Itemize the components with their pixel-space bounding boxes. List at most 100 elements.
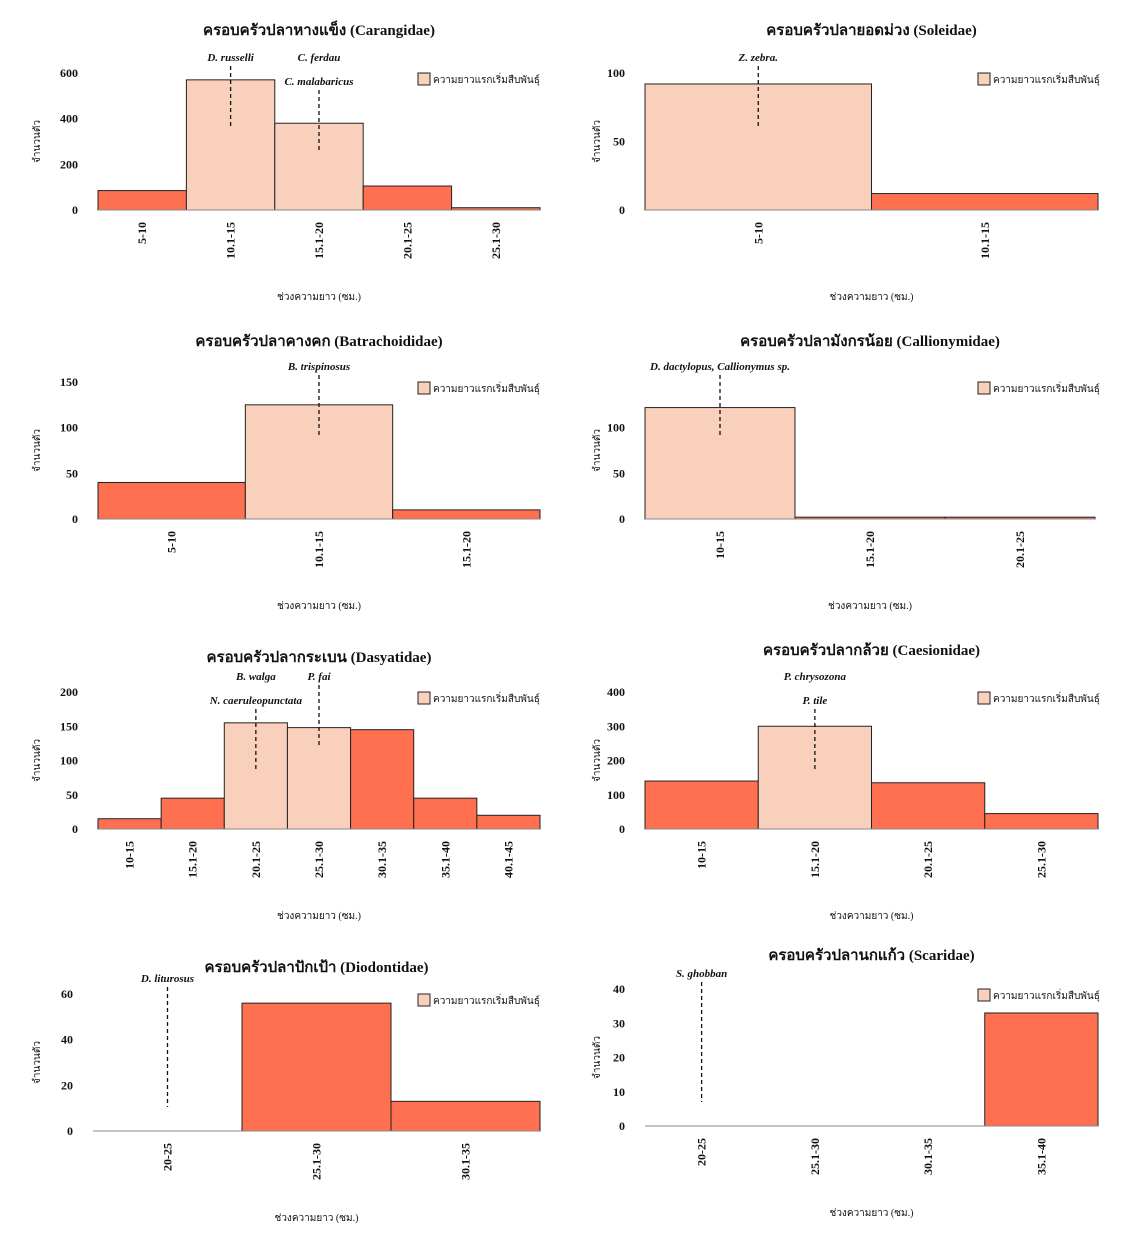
chart-title: ครอบครัวปลาหางแข็ง (Carangidae) xyxy=(203,20,435,39)
legend-swatch xyxy=(417,72,431,86)
bar xyxy=(871,782,986,830)
x-tick-label: 20.1-25 xyxy=(1013,531,1027,568)
y-tick-label: 0 xyxy=(619,822,625,836)
x-axis-label: ช่วงความยาว (ซม.) xyxy=(830,292,914,303)
legend-swatch xyxy=(977,72,991,86)
x-tick-label: 25.1-30 xyxy=(312,841,326,878)
y-tick-label: 100 xyxy=(607,66,625,80)
x-tick-label: 5-10 xyxy=(135,222,149,244)
annotation: Z. zebra. xyxy=(738,52,778,64)
annotation: D. liturosus xyxy=(140,973,194,985)
legend-label: ความยาวแรกเริ่มสืบพันธุ์ xyxy=(993,72,1100,86)
y-tick-label: 200 xyxy=(60,157,78,171)
y-tick-label: 400 xyxy=(607,685,625,699)
chart-title: ครอบครัวปลายอดม่วง (Soleidae) xyxy=(766,22,977,39)
x-axis-label: ช่วงความยาว (ซม.) xyxy=(275,1213,359,1224)
annotation: D. russelli xyxy=(206,52,254,64)
x-tick-label: 10.1-15 xyxy=(224,222,238,259)
y-tick-label: 40 xyxy=(613,982,625,996)
x-tick-label: 30.1-35 xyxy=(921,1138,935,1175)
x-tick-label: 15.1-20 xyxy=(808,841,822,878)
chart-title: ครอบครัวปลามังกรน้อย (Callionymidae) xyxy=(740,333,1000,350)
y-tick-label: 0 xyxy=(619,1119,625,1133)
x-tick-label: 10-15 xyxy=(713,531,727,559)
legend-label: ความยาวแรกเริ่มสืบพันธุ์ xyxy=(433,72,540,86)
x-tick-label: 20-25 xyxy=(161,1143,175,1171)
x-axis-label: ช่วงความยาว (ซม.) xyxy=(277,601,361,612)
x-tick-label: 15.1-20 xyxy=(312,222,326,259)
bar xyxy=(413,797,478,830)
bar xyxy=(97,481,246,520)
x-tick-label: 5-10 xyxy=(165,531,179,553)
annotation: S. ghobban xyxy=(676,968,727,980)
y-tick-label: 400 xyxy=(60,112,78,126)
chart-panel: ครอบครัวปลามังกรน้อย (Callionymidae) 0 50 1… xyxy=(592,333,1100,612)
y-tick-label: 150 xyxy=(60,719,78,733)
annotation: N. caeruleopunctata xyxy=(209,695,303,707)
x-tick-label: 30.1-35 xyxy=(375,841,389,878)
annotation: B. walga xyxy=(235,671,276,683)
x-tick-label: 10.1-15 xyxy=(312,531,326,568)
legend-label: ความยาวแรกเริ่มสืบพันธุ์ xyxy=(433,381,540,395)
y-tick-label: 100 xyxy=(60,754,78,768)
legend-swatch xyxy=(977,381,991,395)
chart-title: ครอบครัวปลาคางคก (Batrachoididae) xyxy=(195,333,442,350)
x-tick-label: 35.1-40 xyxy=(1034,1138,1048,1175)
legend-label: ความยาวแรกเริ่มสืบพันธุ์ xyxy=(993,691,1100,705)
chart-panel: ครอบครัวปลาปักเป้า (Diodontidae) 0 20 40 60 จ… xyxy=(32,959,541,1224)
annotation: D. dactylopus, Callionymus sp. xyxy=(649,361,790,373)
chart-panel: ครอบครัวปลาหางแข็ง (Carangidae) 0 200 400 60… xyxy=(32,20,541,303)
x-axis-label: ช่วงความยาว (ซม.) xyxy=(830,1208,914,1219)
bar xyxy=(97,190,187,211)
x-tick-label: 15.1-20 xyxy=(459,531,473,568)
chart-panel: ครอบครัวปลากล้วย (Caesionidae) 0 100 200 300… xyxy=(592,642,1100,922)
x-tick-label: 15.1-20 xyxy=(186,841,200,878)
x-tick-label: 20.1-25 xyxy=(921,841,935,878)
y-tick-label: 60 xyxy=(61,987,73,1001)
legend-label: ความยาวแรกเริ่มสืบพันธุ์ xyxy=(993,381,1100,395)
bar xyxy=(984,813,1099,830)
x-tick-label: 25.1-30 xyxy=(808,1138,822,1175)
y-tick-label: 600 xyxy=(60,66,78,80)
chart-panel: ครอบครัวปลาคางคก (Batrachoididae) 0 50 100 1… xyxy=(32,333,541,612)
bar xyxy=(185,79,276,211)
y-tick-label: 20 xyxy=(61,1078,73,1092)
x-tick-label: 20.1-25 xyxy=(400,222,414,259)
bar xyxy=(274,122,364,211)
legend-label: ความยาวแรกเริ่มสืบพันธุ์ xyxy=(433,691,540,705)
annotation: B. trispinosus xyxy=(287,361,350,373)
y-axis-label: จำนวนตัว xyxy=(592,739,603,782)
y-tick-label: 50 xyxy=(613,135,625,149)
y-tick-label: 10 xyxy=(613,1085,625,1099)
x-tick-label: 10.1-15 xyxy=(978,222,992,259)
y-tick-label: 150 xyxy=(60,375,78,389)
chart-panel: ครอบครัวปลานกแก้ว (Scaridae) 0 10 20 30 40 จำน… xyxy=(592,947,1100,1219)
y-tick-label: 0 xyxy=(619,203,625,217)
y-tick-label: 0 xyxy=(72,822,78,836)
x-tick-label: 5-10 xyxy=(751,222,765,244)
legend-swatch xyxy=(977,988,991,1002)
bar xyxy=(392,509,541,520)
y-axis-label: จำนวนตัว xyxy=(32,1041,43,1084)
y-tick-label: 30 xyxy=(613,1016,625,1030)
y-tick-label: 0 xyxy=(67,1124,73,1138)
y-tick-label: 100 xyxy=(60,421,78,435)
bar xyxy=(241,1002,392,1132)
y-tick-label: 0 xyxy=(619,512,625,526)
y-tick-label: 100 xyxy=(607,421,625,435)
bar xyxy=(350,729,415,830)
bar xyxy=(984,1012,1099,1127)
bar xyxy=(644,780,759,830)
x-axis-label: ช่วงความยาว (ซม.) xyxy=(277,911,361,922)
legend-swatch xyxy=(417,691,431,705)
y-axis-label: จำนวนตัว xyxy=(32,739,43,782)
chart-title: ครอบครัวปลาปักเป้า (Diodontidae) xyxy=(204,959,428,976)
y-tick-label: 40 xyxy=(61,1033,73,1047)
bar xyxy=(160,797,225,830)
x-tick-label: 10-15 xyxy=(695,841,709,869)
chart-title: ครอบครัวปลานกแก้ว (Scaridae) xyxy=(768,947,974,964)
chart-panel: ครอบครัวปลายอดม่วง (Soleidae) 0 50 100 จำนวน… xyxy=(592,22,1100,303)
x-tick-label: 25.1-30 xyxy=(489,222,503,259)
y-axis-label: จำนวนตัว xyxy=(32,120,43,163)
